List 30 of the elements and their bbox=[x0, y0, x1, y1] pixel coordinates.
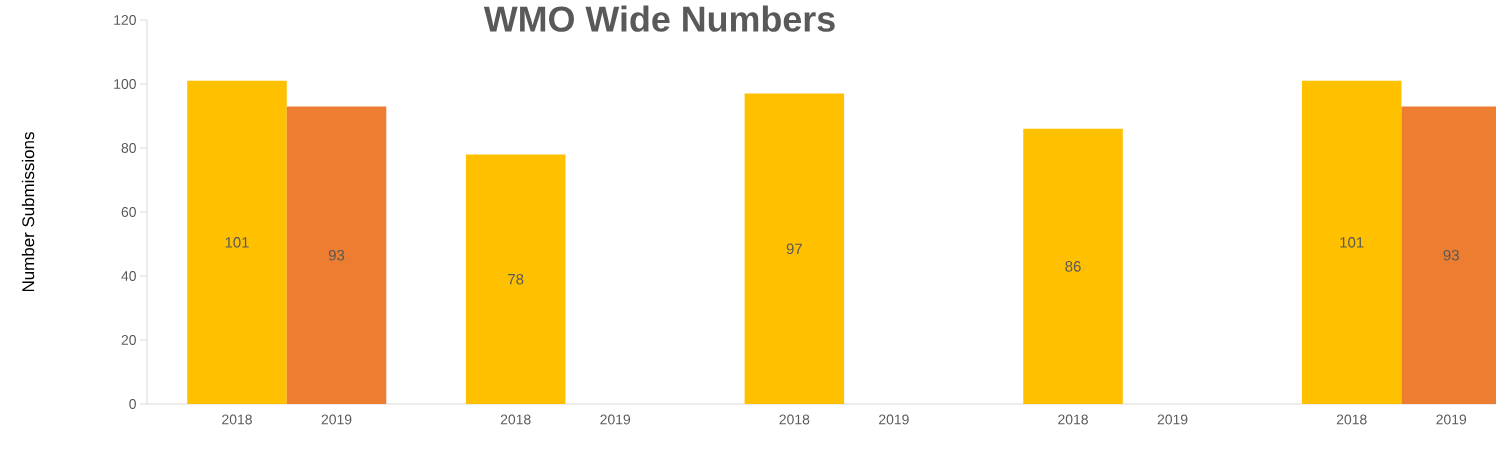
bar bbox=[1023, 128, 1123, 404]
data-label: 93 bbox=[1443, 249, 1459, 261]
x-tick-label: 2019 bbox=[1157, 414, 1188, 425]
x-tick-label: 2019 bbox=[879, 414, 909, 425]
y-tick-label: 40 bbox=[121, 271, 136, 281]
chart-title: WMO Wide Numbers bbox=[483, 5, 835, 32]
y-axis-title: Number Submissions bbox=[21, 132, 35, 292]
bar bbox=[465, 154, 566, 404]
x-tick-label: 2018 bbox=[1336, 414, 1367, 425]
data-label: 101 bbox=[1340, 237, 1364, 248]
y-tick-label: 60 bbox=[121, 207, 136, 217]
data-label: 78 bbox=[508, 273, 524, 285]
data-label: 86 bbox=[1065, 261, 1081, 272]
x-tick-label: 2018 bbox=[779, 414, 810, 425]
y-tick-label: 20 bbox=[121, 335, 136, 345]
data-label: 97 bbox=[786, 243, 802, 255]
x-tick-label: 2019 bbox=[321, 414, 352, 425]
y-tick-label: 100 bbox=[114, 79, 136, 89]
data-label: 101 bbox=[225, 237, 249, 248]
x-tick-label: 2019 bbox=[600, 414, 631, 425]
y-tick-label: 120 bbox=[114, 15, 136, 25]
x-tick-label: 2018 bbox=[1058, 414, 1088, 425]
y-tick-label: 80 bbox=[121, 143, 136, 153]
y-tick-label: 0 bbox=[129, 399, 136, 409]
data-label: 93 bbox=[328, 249, 345, 261]
x-tick-label: 2019 bbox=[1436, 414, 1467, 425]
bar bbox=[187, 80, 287, 404]
bar bbox=[744, 93, 845, 404]
x-tick-label: 2018 bbox=[500, 414, 531, 425]
x-tick-label: 2018 bbox=[222, 414, 252, 425]
